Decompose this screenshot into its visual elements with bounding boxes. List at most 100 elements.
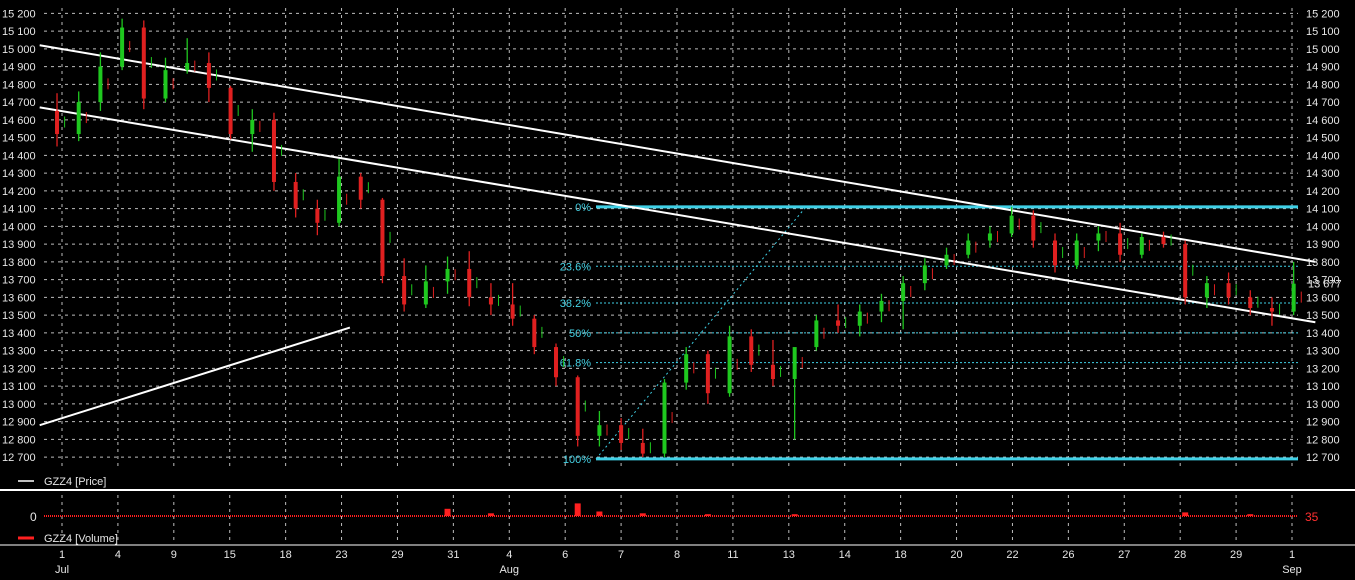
price-tick-right: 14 000	[1306, 221, 1340, 233]
candle-body	[250, 119, 255, 135]
price-tick-right: 13 400	[1306, 328, 1340, 340]
price-tick-right: 12 800	[1306, 434, 1340, 446]
date-tick: 1	[1289, 549, 1295, 561]
date-tick: 1	[59, 549, 65, 561]
price-tick-left: 14 600	[2, 115, 36, 127]
price-tick-right: 14 200	[1306, 186, 1340, 198]
price-tick-right: 14 500	[1306, 133, 1340, 145]
candle-body	[1053, 240, 1058, 266]
price-tick-left: 14 700	[2, 97, 36, 109]
date-tick: 20	[950, 549, 962, 561]
date-tick: 28	[1174, 549, 1186, 561]
price-tick-right: 14 100	[1306, 204, 1340, 216]
candle-body	[337, 176, 342, 223]
price-tick-left: 13 800	[2, 257, 36, 269]
price-tick-left: 13 000	[2, 399, 36, 411]
volume-legend: GZZ4 [Volume]	[18, 533, 118, 545]
candlestick-series	[55, 18, 1302, 458]
price-tick-right: 13 300	[1306, 346, 1340, 358]
price-tick-left: 12 700	[2, 452, 36, 464]
volume-bar	[596, 511, 603, 516]
fib-level-label: 100%	[563, 454, 591, 466]
volume-legend-label: GZZ4 [Volume]	[44, 533, 118, 545]
price-tick-right: 15 000	[1306, 44, 1340, 56]
date-tick: 23	[335, 549, 347, 561]
volume-bar	[444, 508, 451, 516]
candle-body	[944, 254, 949, 266]
volume-bar	[487, 513, 494, 516]
price-tick-left: 15 000	[2, 44, 36, 56]
date-tick: 11	[727, 549, 738, 561]
price-legend-label: GZZ4 [Price]	[44, 476, 106, 488]
date-tick: 27	[1118, 549, 1130, 561]
candle-body	[597, 425, 602, 436]
candle-body	[402, 276, 407, 305]
price-tick-right: 13 100	[1306, 381, 1340, 393]
candle-body	[163, 70, 168, 99]
price-tick-right: 14 800	[1306, 79, 1340, 91]
candle-body	[185, 63, 190, 71]
candle-body	[640, 442, 645, 454]
date-tick: 31	[447, 549, 459, 561]
fib-level-label: 38.2%	[560, 298, 591, 310]
candle-body	[554, 347, 559, 378]
candle-body	[705, 354, 710, 394]
price-tick-right: 13 800	[1306, 257, 1340, 269]
price-tick-right: 15 200	[1306, 8, 1340, 20]
candle-body	[98, 66, 103, 103]
candle-body	[1269, 308, 1274, 312]
candle-body	[966, 240, 971, 255]
candle-body	[1009, 215, 1014, 234]
candle-body	[1204, 283, 1209, 298]
date-tick: 29	[391, 549, 403, 561]
price-tick-right: 13 900	[1306, 239, 1340, 251]
candle-body	[293, 181, 298, 209]
price-tick-right: 13 700	[1306, 275, 1340, 287]
candle-body	[76, 102, 81, 135]
fib-level-label: 50%	[569, 328, 591, 340]
candle-body	[575, 377, 580, 436]
month-label: Sep	[1282, 564, 1302, 576]
volume-bar	[791, 514, 798, 516]
candle-body	[510, 304, 515, 319]
candle-body	[879, 300, 884, 312]
price-tick-left: 15 200	[2, 8, 36, 20]
candle-body	[488, 297, 493, 305]
price-tick-left: 14 400	[2, 150, 36, 162]
price-tick-right: 14 900	[1306, 62, 1340, 74]
candle-body	[1183, 244, 1188, 298]
price-tick-left: 13 400	[2, 328, 36, 340]
price-tick-left: 14 800	[2, 79, 36, 91]
last-price-label: 13 677	[1308, 279, 1342, 291]
price-tick-left: 13 300	[2, 346, 36, 358]
candle-body	[662, 382, 667, 454]
date-tick: 8	[674, 549, 680, 561]
volume-bar	[1182, 512, 1189, 516]
date-tick: 18	[280, 549, 292, 561]
candle-body	[1074, 240, 1079, 266]
channel-upper	[39, 44, 1316, 263]
candle-body	[445, 268, 450, 282]
candle-body	[315, 208, 320, 223]
price-tick-left: 14 500	[2, 133, 36, 145]
fibonacci-retracement[interactable]: 0% 23.6% 38.2% 50% 61.8% 100%	[560, 202, 1298, 466]
candle-body	[1226, 283, 1231, 298]
price-tick-left: 13 700	[2, 275, 36, 287]
price-tick-left: 12 900	[2, 417, 36, 429]
candle-body	[271, 119, 276, 182]
candle-body	[814, 320, 819, 348]
fib-level-label: 23.6%	[560, 261, 591, 273]
candle-body	[857, 311, 862, 326]
volume-bar	[1247, 514, 1254, 516]
support-line	[39, 326, 351, 427]
candle-body	[1248, 297, 1253, 309]
candle-body	[1031, 215, 1036, 241]
price-tick-right: 14 700	[1306, 97, 1340, 109]
candle-body	[684, 354, 689, 383]
candle-body	[749, 336, 754, 365]
price-tick-left: 14 100	[2, 204, 36, 216]
candle-body	[770, 364, 775, 380]
candle-body	[228, 87, 233, 135]
price-tick-right: 13 200	[1306, 363, 1340, 375]
